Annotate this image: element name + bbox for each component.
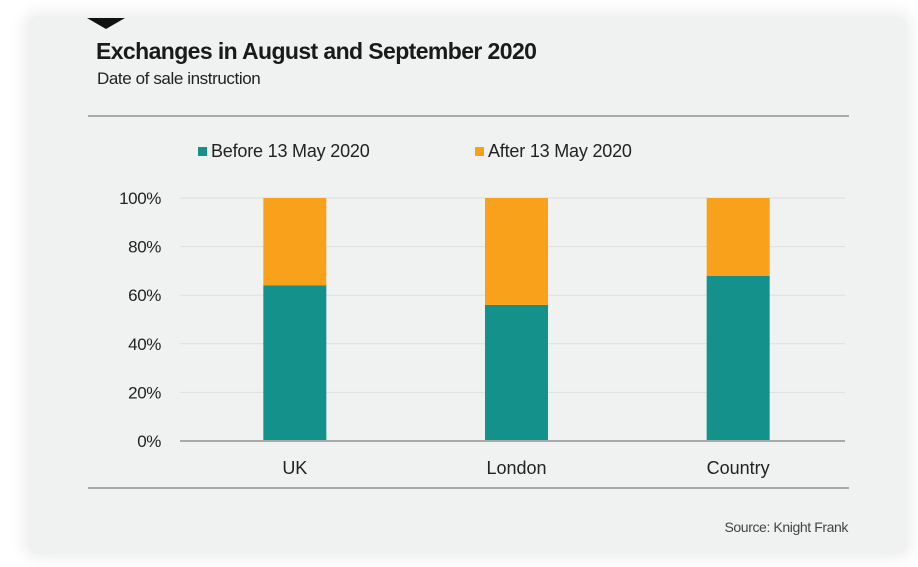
legend-label-before: Before 13 May 2020: [211, 141, 370, 161]
legend-item-after: After 13 May 2020: [475, 141, 632, 162]
y-tick-label: 20%: [128, 383, 161, 402]
y-tick-label: 40%: [128, 335, 161, 354]
y-tick-label: 60%: [128, 286, 161, 305]
triangle-marker-icon: [87, 18, 125, 29]
chart-subtitle: Date of sale instruction: [97, 69, 261, 88]
bar-london-before: [485, 304, 548, 441]
x-tick-label: Country: [707, 458, 770, 478]
x-tick-label: UK: [282, 458, 307, 478]
bar-london-after: [485, 198, 548, 305]
bar-country-before: [706, 275, 770, 441]
y-tick-label: 100%: [119, 189, 161, 208]
source-note: Source: Knight Frank: [724, 519, 848, 535]
bar-uk-after: [263, 198, 327, 286]
legend-item-before: Before 13 May 2020: [198, 141, 370, 162]
x-tick-label: London: [486, 458, 546, 478]
top-divider: [88, 115, 849, 117]
bottom-divider: [88, 487, 849, 489]
chart-title: Exchanges in August and September 2020: [96, 38, 537, 64]
legend-swatch-before: [198, 147, 207, 156]
legend-label-after: After 13 May 2020: [488, 141, 632, 161]
bar-uk-before: [263, 285, 327, 441]
y-tick-label: 0%: [137, 432, 161, 451]
legend-swatch-after: [475, 147, 484, 156]
y-tick-label: 80%: [128, 238, 161, 257]
bar-country-after: [706, 198, 770, 276]
